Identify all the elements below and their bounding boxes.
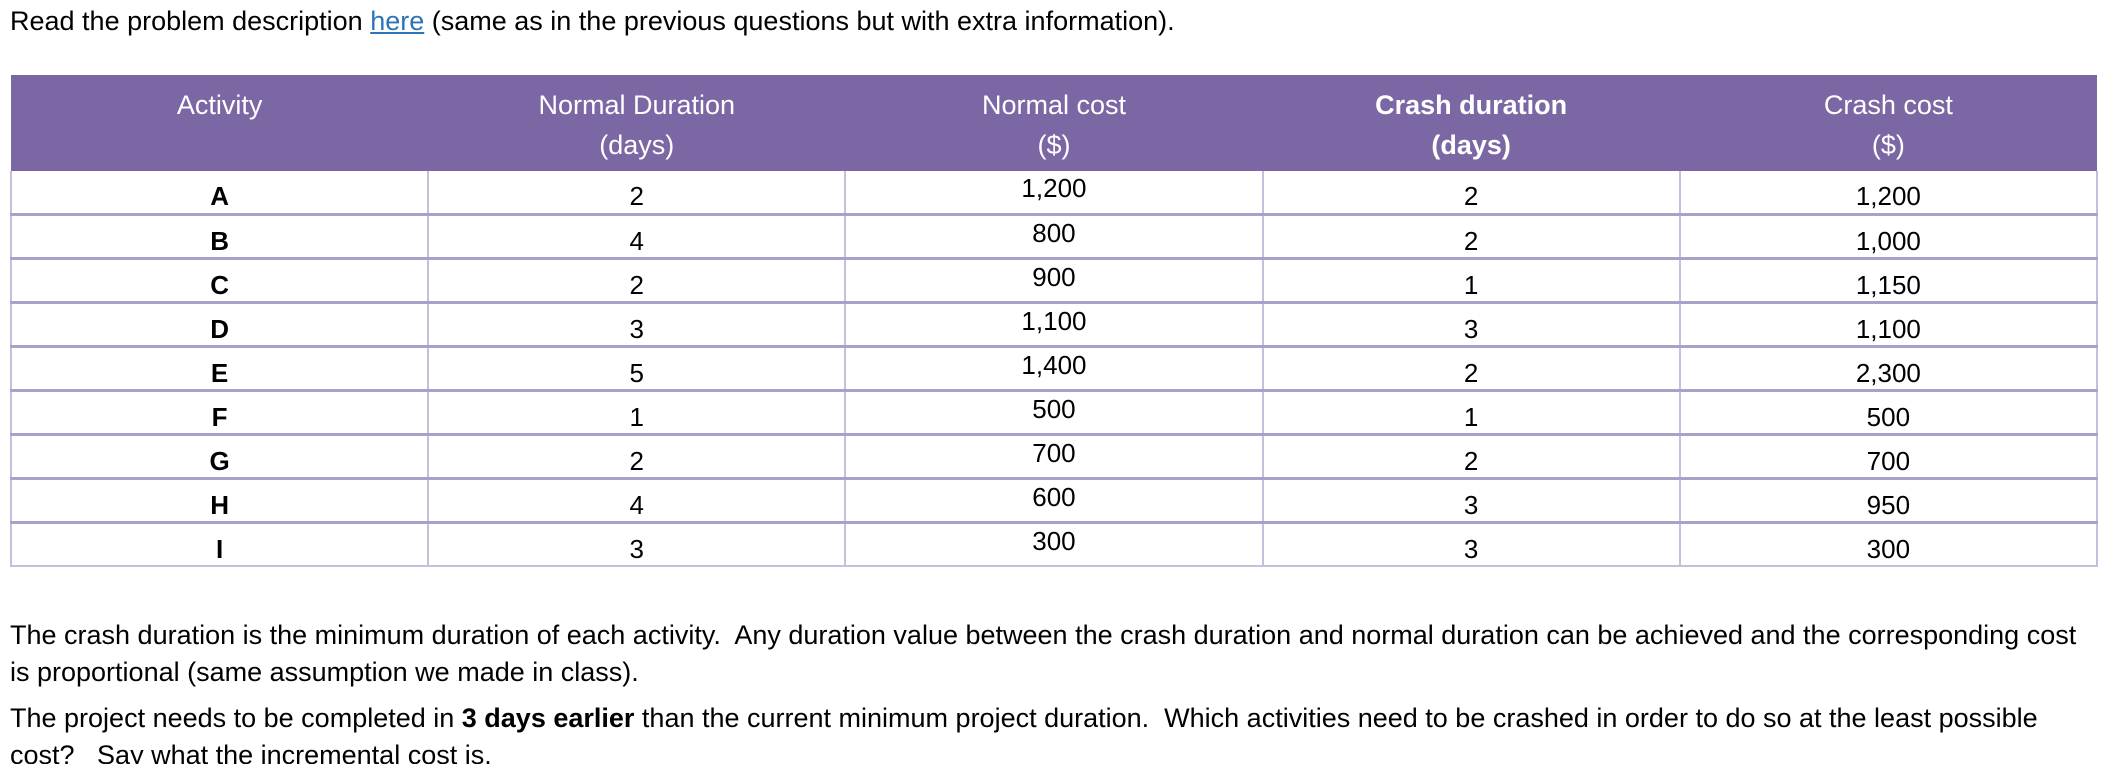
cell-normal_duration: 3: [427, 522, 847, 567]
header-cell-normal_duration: Normal Duration (days): [428, 75, 846, 171]
cell-activity: F: [9, 390, 430, 436]
table-row: H 4 600 3 950: [9, 478, 2099, 524]
question-text-before: The project needs to be completed in: [10, 702, 462, 733]
cell-normal_duration: 2: [427, 434, 847, 480]
cell-crash_duration: 2: [1261, 214, 1681, 260]
cell-normal_cost: 700: [844, 434, 1264, 480]
table-row: E 5 1,400 2 2,300: [9, 346, 2099, 392]
cell-crash_cost: 1,150: [1678, 258, 2099, 304]
header-label: Normal Duration: [538, 90, 736, 120]
cell-crash_cost: 950: [1678, 478, 2099, 524]
table-row: B 4 800 2 1,000: [9, 214, 2099, 260]
cell-crash_cost: 700: [1678, 434, 2099, 480]
cell-activity: H: [9, 478, 430, 524]
cell-normal_cost: 1,200: [844, 171, 1264, 216]
table-header-row: Activity Normal Duration (days) Normal cost…: [11, 75, 2097, 171]
cell-normal_cost: 300: [844, 522, 1264, 567]
header-unit: (days): [1431, 130, 1511, 160]
cell-crash_duration: 2: [1261, 434, 1681, 480]
cell-normal_duration: 3: [427, 302, 847, 348]
table-body: A 2 1,200 2 1,200 B 4 800 2 1,000 C 2 900 1 1,150 D 3 1,1…: [9, 171, 2099, 567]
table-row: I 3 300 3 300: [9, 522, 2099, 567]
header-cell-crash_cost: Crash cost ($): [1679, 75, 2097, 171]
cell-crash_cost: 1,200: [1678, 171, 2099, 216]
header-unit: ($): [1037, 130, 1071, 160]
cell-normal_cost: 600: [844, 478, 1264, 524]
cell-crash_duration: 2: [1261, 171, 1681, 216]
cell-crash_cost: 300: [1678, 522, 2099, 567]
cell-crash_cost: 1,000: [1678, 214, 2099, 260]
intro-text-after: (same as in the previous questions but w…: [424, 6, 1175, 36]
problem-description-link[interactable]: here: [370, 6, 425, 36]
header-unit: (days): [599, 130, 675, 160]
cell-activity: D: [9, 302, 430, 348]
cell-normal_cost: 1,400: [844, 346, 1264, 392]
cell-crash_duration: 3: [1261, 302, 1681, 348]
cell-normal_cost: 900: [844, 258, 1264, 304]
intro-text-before: Read the problem description: [10, 6, 371, 36]
cell-activity: A: [9, 171, 430, 216]
activity-cost-table: Activity Normal Duration (days) Normal cost…: [9, 75, 2099, 567]
cell-normal_duration: 4: [427, 478, 847, 524]
table-row: D 3 1,100 3 1,100: [9, 302, 2099, 348]
note-crash-duration: The crash duration is the minimum durati…: [10, 619, 2084, 687]
cell-crash_duration: 1: [1261, 258, 1681, 304]
cell-normal_cost: 1,100: [844, 302, 1264, 348]
header-cell-activity: Activity: [11, 75, 429, 171]
cell-normal_duration: 2: [427, 258, 847, 304]
cell-normal_duration: 5: [427, 346, 847, 392]
cell-crash_cost: 500: [1678, 390, 2099, 436]
cell-normal_duration: 2: [427, 171, 847, 216]
cell-crash_duration: 1: [1261, 390, 1681, 436]
cell-normal_cost: 800: [844, 214, 1264, 260]
question-text-bold: 3 days earlier: [461, 702, 635, 733]
cell-crash_duration: 2: [1261, 346, 1681, 392]
table-row: F 1 500 1 500: [9, 390, 2099, 436]
header-label: Normal cost: [981, 90, 1126, 120]
cell-normal_duration: 1: [427, 390, 847, 436]
cell-normal_duration: 4: [427, 214, 847, 260]
cell-activity: B: [9, 214, 430, 260]
note-question: The project needs to be completed in 3 d…: [10, 700, 2098, 764]
header-unit: ($): [1871, 130, 1905, 160]
cell-activity: I: [9, 522, 430, 567]
cell-crash_cost: 2,300: [1678, 346, 2099, 392]
cell-crash_duration: 3: [1261, 478, 1681, 524]
table-header: Activity Normal Duration (days) Normal cost…: [11, 75, 2097, 171]
header-label: Activity: [176, 90, 263, 120]
cell-crash_duration: 3: [1261, 522, 1681, 567]
header-label: Crash cost: [1823, 90, 1953, 120]
question-text-after: than the current minimum project duratio…: [10, 702, 2046, 764]
table-row: A 2 1,200 2 1,200: [9, 171, 2099, 216]
header-cell-normal_cost: Normal cost ($): [845, 75, 1263, 171]
intro-line: Read the problem description here (same …: [10, 4, 2100, 38]
cell-crash_cost: 1,100: [1678, 302, 2099, 348]
cell-normal_cost: 500: [844, 390, 1264, 436]
cell-activity: E: [9, 346, 430, 392]
header-cell-crash_duration: Crash duration (days): [1262, 75, 1680, 171]
cell-activity: G: [9, 434, 430, 480]
header-label: Crash duration: [1375, 90, 1568, 120]
cell-activity: C: [9, 258, 430, 304]
table-row: G 2 700 2 700: [9, 434, 2099, 480]
table-row: C 2 900 1 1,150: [9, 258, 2099, 304]
